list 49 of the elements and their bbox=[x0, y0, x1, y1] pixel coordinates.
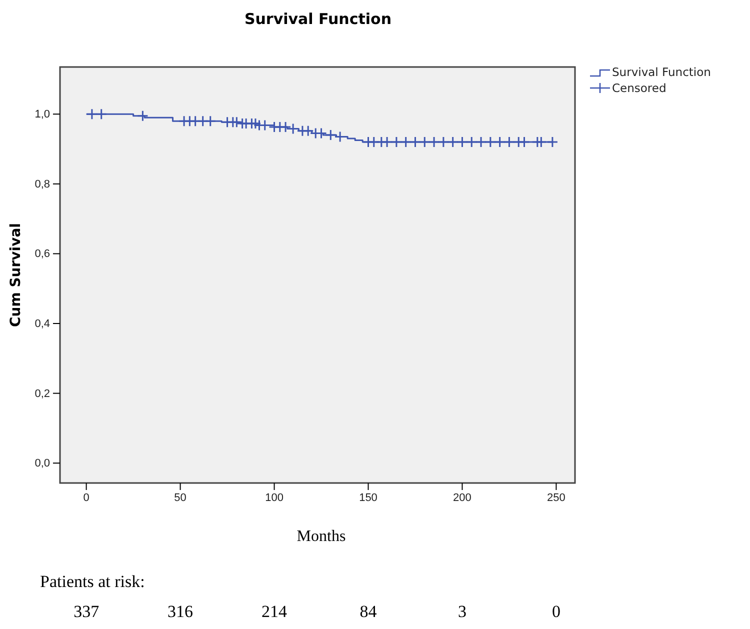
x-tick-label: 250 bbox=[547, 492, 566, 504]
text: 337 bbox=[74, 602, 100, 621]
point bbox=[466, 136, 478, 148]
point bbox=[503, 136, 515, 148]
point bbox=[484, 136, 496, 148]
point bbox=[381, 136, 393, 148]
point bbox=[494, 136, 506, 148]
point bbox=[324, 129, 336, 141]
chart-title: Survival Function bbox=[244, 10, 392, 28]
point bbox=[447, 136, 459, 148]
point bbox=[280, 121, 292, 133]
point bbox=[438, 136, 450, 148]
point bbox=[250, 118, 262, 130]
x-tick-label: 100 bbox=[265, 492, 284, 504]
y-tick-label: 0,8 bbox=[34, 178, 50, 190]
x-tick-label: 150 bbox=[359, 492, 378, 504]
y-tick-label: 0,0 bbox=[34, 458, 50, 470]
point bbox=[518, 136, 530, 148]
y-tick-label: 0,4 bbox=[34, 318, 50, 330]
x-tick-label: 200 bbox=[453, 492, 472, 504]
point bbox=[475, 136, 487, 148]
legend-label: Survival Function bbox=[612, 65, 711, 79]
x-axis-title: Months bbox=[296, 528, 346, 545]
point bbox=[546, 136, 558, 148]
y-axis-title: Cum Survival bbox=[8, 223, 24, 327]
x-tick-label: 0 bbox=[83, 492, 90, 504]
point bbox=[409, 136, 421, 148]
point bbox=[456, 136, 468, 148]
text: 316 bbox=[168, 602, 194, 621]
text: Patients at risk: bbox=[40, 572, 145, 591]
point bbox=[96, 108, 108, 120]
y-tick-label: 1,0 bbox=[34, 108, 50, 121]
y-tick-label: 0,2 bbox=[34, 388, 50, 400]
text: 0 bbox=[552, 602, 560, 621]
point bbox=[204, 115, 216, 127]
legend-label: Censored bbox=[612, 81, 666, 95]
text: 214 bbox=[262, 602, 288, 621]
y-tick-label: 0,6 bbox=[34, 248, 50, 260]
x-tick-label: 50 bbox=[174, 492, 186, 504]
point bbox=[136, 110, 148, 122]
point bbox=[418, 136, 430, 148]
point bbox=[390, 136, 402, 148]
text: 3 bbox=[458, 602, 466, 621]
text: 84 bbox=[360, 602, 378, 621]
point bbox=[428, 136, 440, 148]
point bbox=[535, 136, 547, 148]
point bbox=[400, 136, 412, 148]
point bbox=[302, 125, 314, 137]
point bbox=[230, 116, 242, 128]
